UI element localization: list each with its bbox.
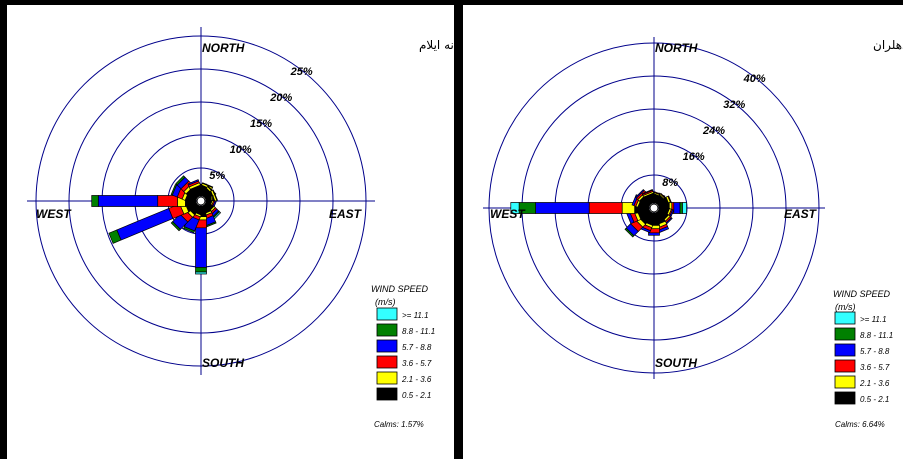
legend-label: 2.1 - 3.6: [401, 375, 432, 384]
legend-swatch: [376, 307, 398, 321]
legend-label: 8.8 - 11.1: [860, 331, 893, 340]
petal-segment: [679, 202, 683, 214]
petals-group: [91, 175, 222, 275]
petal-segment: [175, 175, 186, 186]
petal-segment: [91, 195, 99, 207]
petal-segment: [624, 227, 635, 238]
petal-segment: [673, 202, 681, 214]
petal-segment: [195, 227, 207, 268]
petal-segment: [212, 189, 218, 201]
ring-label-3: 15%: [250, 118, 272, 130]
legend-label: 2.1 - 3.6: [859, 379, 890, 388]
chart-title: گلباد سالانه ایلام: [419, 38, 454, 52]
petal-segment: [97, 195, 159, 207]
windrose-panel-dehloran: NORTH SOUTH EAST WEST 8% 16% 24% 32% 40%…: [463, 5, 903, 459]
legend-title: WIND SPEED: [371, 284, 429, 294]
legend-label: 5.7 - 8.8: [402, 343, 432, 352]
label-south: SOUTH: [202, 356, 244, 370]
legend-swatch: [376, 355, 398, 369]
label-east: EAST: [329, 207, 363, 221]
legend-label: 8.8 - 11.1: [402, 327, 435, 336]
petal-segment: [634, 188, 645, 199]
petal-segment: [187, 179, 200, 186]
petal-segment: [108, 229, 122, 244]
petal-segment: [157, 195, 178, 207]
ring-label-1: 5%: [209, 170, 225, 182]
label-west: WEST: [36, 207, 72, 221]
legend-label: >= 11.1: [860, 315, 887, 324]
calms-label: Calms: 6.64%: [835, 420, 885, 429]
windrose-chart-dehloran: NORTH SOUTH EAST WEST 8% 16% 24% 32% 40%…: [483, 37, 903, 429]
petal-segment: [588, 202, 623, 214]
legend-swatch: [834, 327, 856, 341]
windrose-panel-ilam: NORTH SOUTH EAST WEST 5% 10% 15% 20% 25%…: [7, 5, 454, 459]
petal-segment: [170, 183, 177, 196]
legend: WIND SPEED (m/s) >= 11.1 8.8 - 11.1 5.7 - …: [833, 289, 893, 429]
petal-segment: [641, 189, 654, 195]
legend-label: 0.5 - 2.1: [860, 395, 889, 404]
legend-unit: (m/s): [375, 297, 396, 307]
calm-centre: [196, 196, 206, 206]
legend-swatch: [376, 371, 398, 385]
petal-segment: [535, 202, 590, 214]
label-north: NORTH: [655, 41, 698, 55]
legend-swatch: [376, 387, 398, 401]
legend-swatch: [376, 323, 398, 337]
petal-segment: [195, 271, 207, 275]
calm-centre: [649, 203, 659, 213]
label-north: NORTH: [202, 41, 245, 55]
label-west: WEST: [490, 207, 526, 221]
legend-unit: (m/s): [835, 302, 856, 312]
ring-label-5: 25%: [290, 66, 313, 78]
petal-segment: [510, 202, 520, 214]
windrose-chart-ilam: NORTH SOUTH EAST WEST 5% 10% 15% 20% 25%…: [27, 27, 454, 429]
petal-segment: [170, 221, 181, 232]
petal-segment: [648, 232, 660, 236]
legend-label: 0.5 - 2.1: [402, 391, 431, 400]
legend-label: 3.6 - 5.7: [402, 359, 432, 368]
chart-title: گلباد سالانه دهلران: [873, 38, 903, 53]
legend-label: 3.6 - 5.7: [860, 363, 890, 372]
legend-swatch: [834, 359, 856, 373]
legend-title: WIND SPEED: [833, 289, 891, 299]
legend-items: >= 11.1 8.8 - 11.1 5.7 - 8.8 3.6 - 5.7 2.1 -…: [376, 307, 435, 401]
legend-items: >= 11.1 8.8 - 11.1 5.7 - 8.8 3.6 - 5.7 2.1 -…: [834, 311, 893, 405]
petal-segment: [201, 182, 214, 188]
legend-swatch: [834, 343, 856, 357]
legend-swatch: [834, 375, 856, 389]
ring-label-3: 24%: [702, 125, 725, 137]
ring-label-2: 16%: [683, 151, 705, 163]
calms-label: Calms: 1.57%: [374, 420, 424, 429]
petals-group: [510, 188, 687, 238]
ring-label-1: 8%: [662, 177, 678, 189]
ring-label-4: 20%: [269, 92, 292, 104]
label-east: EAST: [784, 207, 818, 221]
petal-segment: [183, 226, 196, 234]
petal-segment: [195, 267, 207, 273]
ring-label-4: 32%: [723, 99, 745, 111]
legend-swatch: [834, 391, 856, 405]
ring-label-5: 40%: [743, 73, 766, 85]
petal-segment: [682, 202, 687, 214]
legend-swatch: [376, 339, 398, 353]
ring-label-2: 10%: [230, 144, 252, 156]
legend: WIND SPEED (m/s) >= 11.1 8.8 - 11.1 5.7 - …: [371, 284, 435, 429]
legend-label: >= 11.1: [402, 311, 429, 320]
label-south: SOUTH: [655, 356, 697, 370]
legend-swatch: [834, 311, 856, 325]
legend-label: 5.7 - 8.8: [860, 347, 890, 356]
